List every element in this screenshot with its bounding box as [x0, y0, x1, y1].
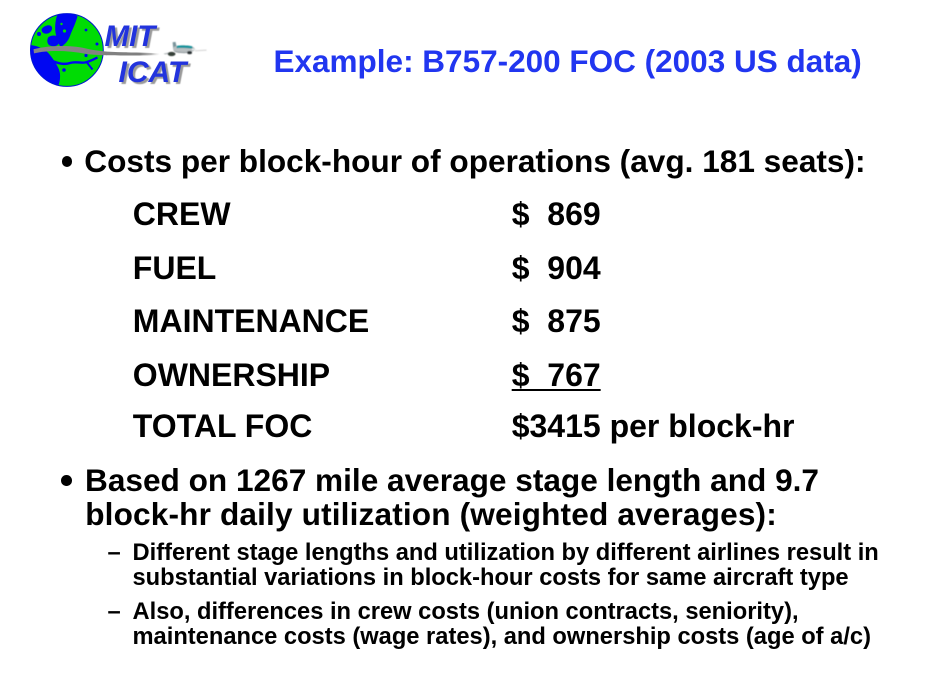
svg-text:MIT: MIT	[105, 20, 159, 53]
svg-text:ICAT: ICAT	[119, 56, 189, 89]
